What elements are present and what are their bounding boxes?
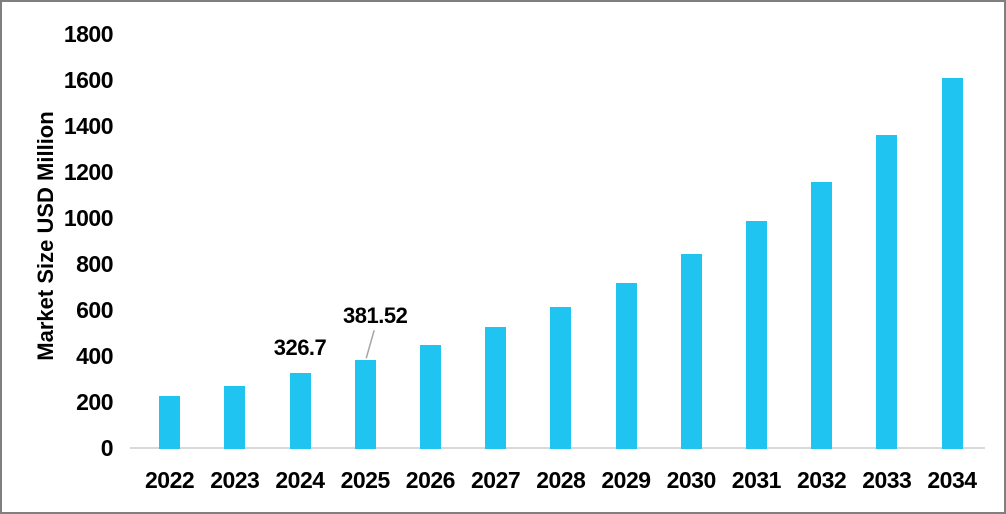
- data-label: 326.7: [273, 334, 327, 360]
- x-tick-label: 2033: [862, 467, 912, 493]
- x-tick-label: 2030: [666, 467, 717, 493]
- y-tick-label: 1200: [63, 159, 114, 185]
- x-tick-label: 2026: [405, 467, 456, 493]
- y-tick-label: 1800: [63, 21, 114, 47]
- y-tick-label: 1400: [63, 113, 114, 139]
- x-tick-label: 2027: [471, 467, 521, 493]
- x-tick-label: 2029: [601, 467, 651, 493]
- bar: [745, 220, 767, 449]
- y-axis-title: Market Size USD Million: [33, 111, 58, 361]
- x-tick-label: 2025: [340, 467, 391, 493]
- bar: [941, 77, 963, 449]
- data-label: 381.52: [343, 303, 408, 329]
- y-tick-label: 400: [76, 343, 113, 369]
- y-tick-label: 1000: [63, 205, 114, 231]
- x-tick-label: 2028: [536, 467, 586, 493]
- bar: [289, 372, 311, 449]
- y-tick-label: 0: [100, 435, 114, 461]
- bar: [354, 360, 376, 449]
- x-tick-label: 2032: [797, 467, 847, 493]
- bar: [550, 306, 572, 449]
- leader-line: [365, 330, 375, 359]
- x-tick-label: 2031: [731, 467, 782, 493]
- bar: [811, 181, 833, 449]
- y-tick-label: 1600: [63, 67, 114, 93]
- y-tick-label: 200: [76, 389, 113, 415]
- x-tick-label: 2023: [210, 467, 260, 493]
- x-tick-label: 2022: [145, 467, 195, 493]
- x-tick-label: 2024: [275, 467, 325, 493]
- bar: [680, 253, 702, 449]
- bar: [159, 395, 181, 449]
- bar: [419, 345, 441, 449]
- bar: [615, 282, 637, 449]
- x-tick-label: 2034: [927, 467, 977, 493]
- bar: [485, 327, 507, 449]
- y-tick-label: 800: [76, 251, 113, 277]
- bar: [876, 135, 898, 449]
- bar: [224, 386, 246, 449]
- y-tick-label: 600: [76, 297, 113, 323]
